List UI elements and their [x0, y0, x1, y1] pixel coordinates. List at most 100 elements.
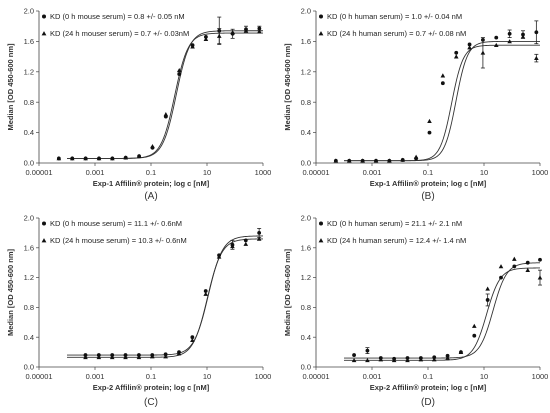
data-point-circle [494, 35, 499, 40]
data-point-triangle [203, 291, 209, 296]
data-point-triangle [537, 275, 543, 280]
data-point-circle [257, 26, 262, 31]
y-tick-label: 0.4 [24, 128, 34, 137]
data-point-triangle [471, 323, 477, 328]
data-point-circle [467, 42, 472, 47]
chart-panel-1: 0.0 0.4 0.8 1.2 1.6 2.0 0.00001 0.001 0.1 10 1000 E… [6, 7, 271, 202]
legend-marker-circle [42, 14, 46, 19]
y-axis-label: Median [OD 450-600 nm] [6, 43, 15, 131]
data-point-triangle [413, 154, 419, 159]
legend-entry: KD (24 h human serum) = 12.4 +/- 1.4 nM [327, 236, 466, 245]
fit-curve-1 [344, 262, 541, 359]
data-point-triangle [333, 158, 339, 163]
data-point-triangle [110, 156, 115, 161]
data-point-circle [440, 81, 445, 86]
data-point-circle [525, 260, 530, 265]
chart-panel-3: 0.0 0.4 0.8 1.2 1.6 2.0 0.00001 0.001 0.1 10 1000 E… [6, 214, 271, 408]
y-tick-label: 0.8 [24, 98, 34, 107]
x-axis-label: Exp-1 Affilin® protein; log c [nM] [93, 179, 210, 188]
data-point-triangle [351, 357, 357, 363]
x-tick-label: 10 [203, 168, 211, 177]
y-axis-label: Median [OD 450-600 nm] [6, 248, 15, 336]
data-point-triangle [458, 349, 464, 354]
y-tick-label: 2.0 [24, 7, 34, 16]
data-point-triangle [365, 357, 370, 363]
data-point-triangle [69, 156, 75, 161]
legend-entry: KD (0 h mouse serum) = 11.1 +/- 0.6nM [50, 219, 182, 228]
x-tick-label: 1000 [255, 168, 272, 177]
y-tick-label: 0.8 [24, 303, 34, 312]
data-point-triangle [512, 256, 517, 261]
x-tick-label: 1000 [532, 168, 549, 177]
data-point-triangle [418, 357, 424, 362]
data-point-triangle [96, 355, 102, 360]
x-tick-label: 10 [480, 168, 488, 177]
y-axis-label: Median [OD 450-600 nm] [283, 248, 292, 336]
x-tick-label: 0.1 [423, 168, 433, 177]
y-tick-label: 0.8 [301, 98, 311, 107]
x-tick-label: 10 [203, 372, 211, 381]
data-point-triangle [405, 357, 410, 363]
data-point-circle [499, 275, 503, 280]
legend-entry: KD (0 h mouse serum) = 0.8 +/- 0.05 nM [50, 12, 185, 21]
chart-panel-2: 0.0 0.4 0.8 1.2 1.6 2.0 0.00001 0.001 0.1 10 1000 E… [283, 7, 548, 202]
data-point-triangle [440, 73, 446, 78]
y-tick-label: 1.2 [24, 67, 34, 76]
x-axis-label: Exp-2 Affilin® protein; log c [nM] [370, 383, 487, 392]
legend-marker-circle [319, 14, 323, 19]
data-point-circle [485, 298, 490, 302]
data-point-circle [177, 72, 182, 76]
data-point-circle [203, 289, 208, 293]
data-point-triangle [520, 34, 526, 39]
y-tick-label: 1.6 [24, 37, 34, 46]
fit-curve-2 [67, 238, 264, 358]
x-axis-label: Exp-1 Affilin® protein; log c [nM] [370, 179, 487, 188]
data-point-triangle [109, 355, 115, 360]
data-point-circle [512, 264, 517, 269]
data-point-triangle [534, 55, 539, 60]
panel-label: (A) [144, 191, 157, 202]
y-tick-label: 0.0 [301, 363, 311, 372]
chart-panel-4: 0.0 0.4 0.8 1.2 1.6 2.0 0.00001 0.001 0.1 10 1000 E… [283, 214, 548, 408]
data-point-triangle [149, 354, 155, 359]
data-point-triangle [400, 157, 406, 162]
y-tick-label: 0.4 [301, 128, 311, 137]
data-point-triangle [136, 153, 142, 158]
data-point-triangle [136, 355, 142, 360]
x-tick-label: 0.1 [146, 168, 156, 177]
x-tick-label: 0.1 [146, 372, 156, 381]
data-point-circle [472, 333, 477, 338]
fit-curve-1 [67, 30, 263, 159]
data-point-triangle [243, 241, 249, 246]
legend-marker-triangle [41, 31, 47, 36]
x-tick-label: 0.00001 [25, 168, 52, 177]
x-tick-label: 0.001 [86, 372, 105, 381]
data-point-triangle [216, 254, 222, 259]
data-point-triangle [391, 357, 397, 363]
y-tick-label: 0.0 [301, 159, 311, 168]
panel-label: (D) [421, 397, 435, 408]
data-point-triangle [56, 156, 62, 161]
y-tick-label: 1.2 [24, 273, 34, 282]
data-point-circle [507, 31, 512, 36]
data-point-triangle [150, 143, 155, 149]
panel-label: (B) [421, 191, 434, 202]
data-point-triangle [163, 354, 168, 359]
data-point-circle [190, 335, 195, 340]
y-axis-label: Median [OD 450-600 nm] [283, 43, 292, 131]
x-tick-label: 0.00001 [25, 372, 52, 381]
y-tick-label: 0.0 [24, 159, 34, 168]
y-tick-label: 2.0 [301, 214, 311, 223]
data-point-triangle [360, 158, 365, 163]
fit-curve-2 [67, 32, 263, 159]
data-point-triangle [96, 156, 102, 161]
y-tick-label: 0.4 [24, 333, 34, 342]
data-point-circle [538, 257, 542, 262]
data-point-triangle [230, 244, 235, 249]
x-tick-label: 1000 [255, 372, 272, 381]
data-point-triangle [427, 118, 432, 124]
data-point-triangle [163, 112, 169, 117]
y-tick-label: 0.4 [301, 333, 311, 342]
data-point-circle [534, 30, 539, 35]
